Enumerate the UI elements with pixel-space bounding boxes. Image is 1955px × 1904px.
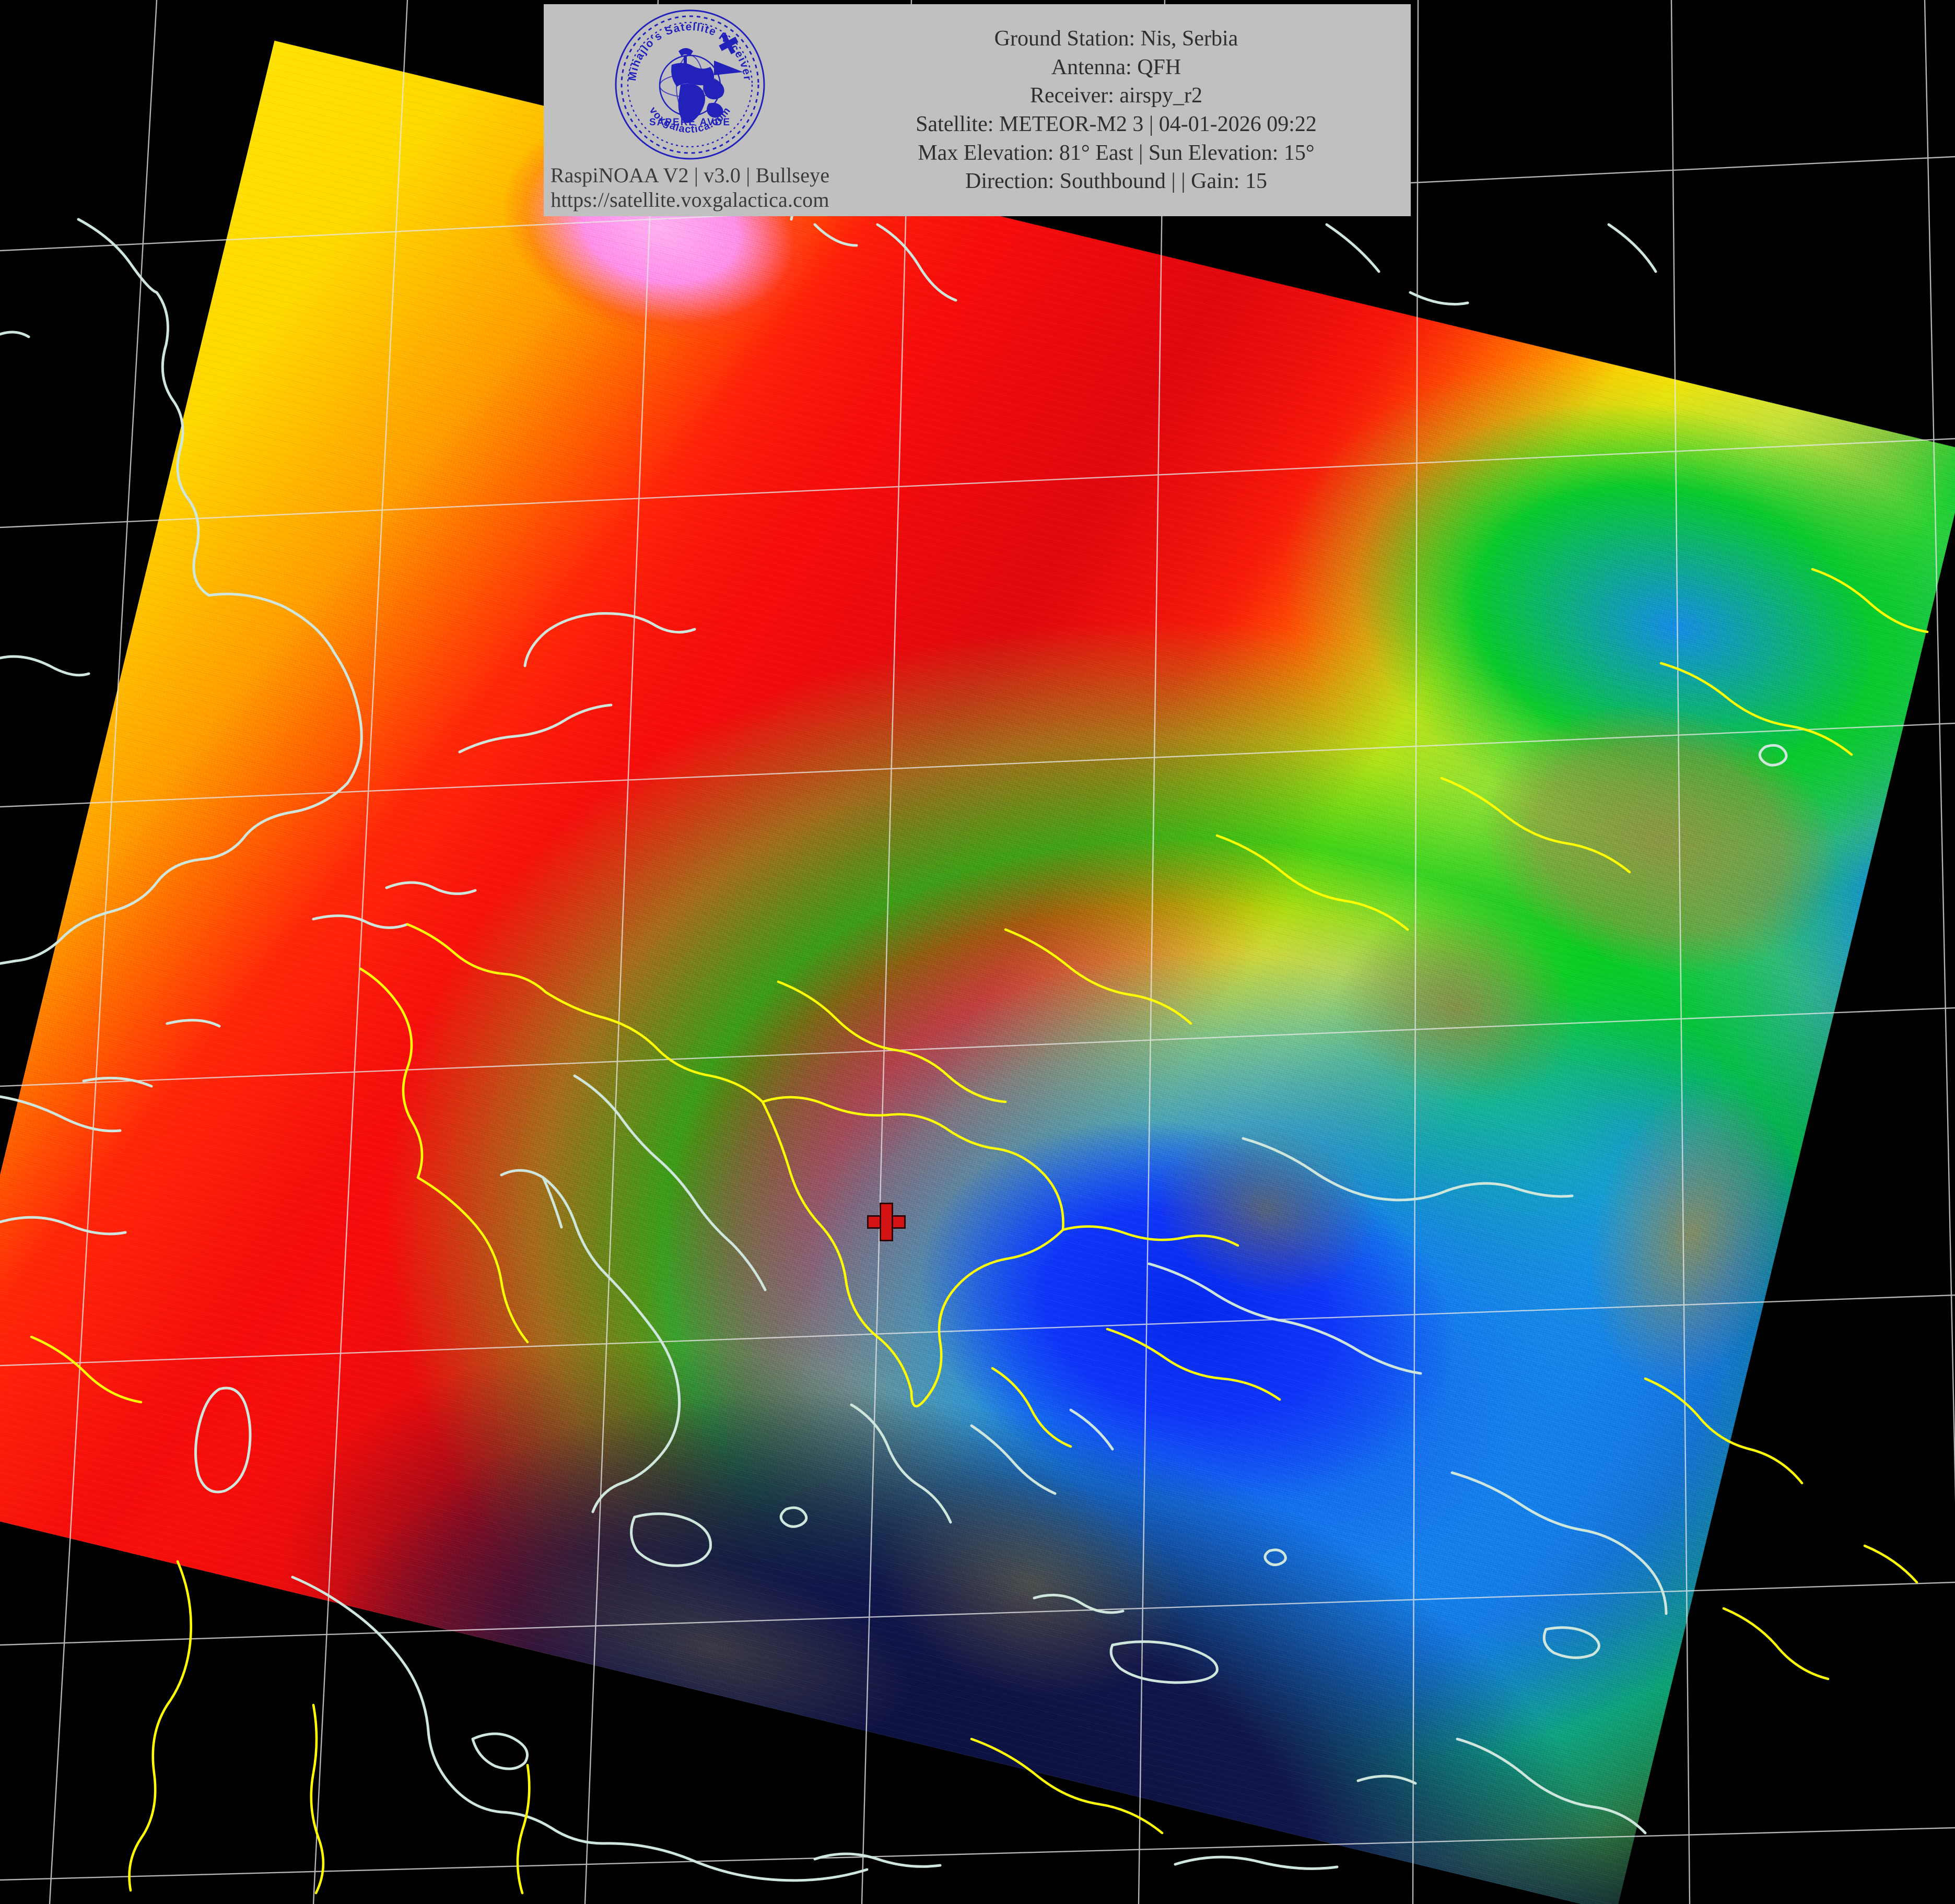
meta-line-ground-station: Ground Station: Nis, Serbia — [994, 27, 1238, 51]
satellite-receiver-stamp-logo: Mihajlo's Satellite Receiver voxgalactic… — [612, 6, 768, 163]
meta-line-direction-gain: Direction: Southbound | | Gain: 15 — [965, 169, 1267, 194]
brand-line-url[interactable]: https://satellite.voxgalactica.com — [551, 187, 829, 211]
satellite-swath — [0, 40, 1955, 1904]
header-info-panel: Mihajlo's Satellite Receiver voxgalactic… — [544, 4, 1411, 216]
meta-line-receiver: Receiver: airspy_r2 — [1029, 84, 1203, 108]
crosshair-vertical-bar — [880, 1203, 893, 1241]
pass-metadata-block: Ground Station: Nis, Serbia Antenna: QFH… — [836, 4, 1411, 216]
brand-text-block: RaspiNOAA V2 | v3.0 | Bullseye https://s… — [544, 163, 836, 212]
brand-line-version: RaspiNOAA V2 | v3.0 | Bullseye — [550, 163, 830, 187]
stamp-motto-text: SAPERE AVDE — [649, 117, 731, 128]
meta-line-elevation: Max Elevation: 81° East | Sun Elevation:… — [918, 140, 1315, 165]
branding-block: Mihajlo's Satellite Receiver voxgalactic… — [544, 4, 836, 216]
scanline-banding-texture — [0, 40, 1955, 1904]
meta-line-antenna: Antenna: QFH — [1051, 55, 1181, 79]
meta-line-satellite: Satellite: METEOR-M2 3 | 04-01-2026 09:2… — [916, 112, 1317, 136]
